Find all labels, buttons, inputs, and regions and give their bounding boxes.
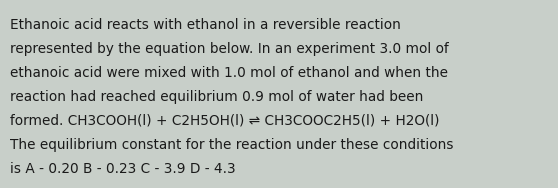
Text: ethanoic acid were mixed with 1.0 mol of ethanol and when the: ethanoic acid were mixed with 1.0 mol of… <box>10 66 448 80</box>
Text: formed. CH3COOH(l) + C2H5OH(l) ⇌ CH3COOC2H5(l) + H2O(l): formed. CH3COOH(l) + C2H5OH(l) ⇌ CH3COOC… <box>10 114 440 128</box>
Text: Ethanoic acid reacts with ethanol in a reversible reaction: Ethanoic acid reacts with ethanol in a r… <box>10 18 401 32</box>
Text: is A - 0.20 B - 0.23 C - 3.9 D - 4.3: is A - 0.20 B - 0.23 C - 3.9 D - 4.3 <box>10 162 235 176</box>
Text: represented by the equation below. In an experiment 3.0 mol of: represented by the equation below. In an… <box>10 42 449 56</box>
Text: The equilibrium constant for the reaction under these conditions: The equilibrium constant for the reactio… <box>10 138 454 152</box>
Text: reaction had reached equilibrium 0.9 mol of water had been: reaction had reached equilibrium 0.9 mol… <box>10 90 424 104</box>
